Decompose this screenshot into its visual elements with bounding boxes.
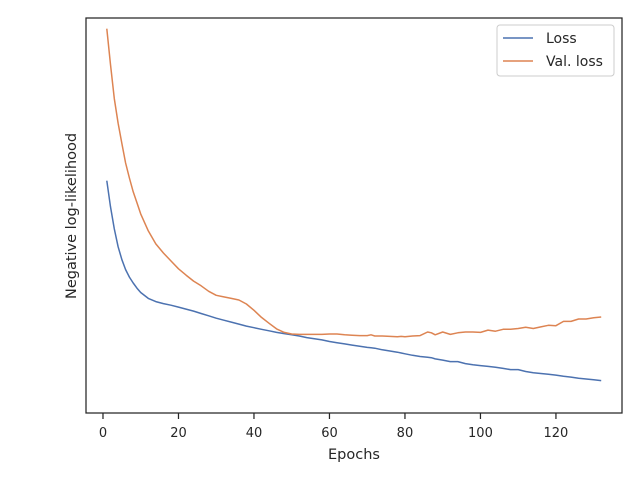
x-tick-label: 80 <box>397 426 414 441</box>
series-line-2 <box>106 28 602 338</box>
y-axis-label: Negative log-likelihood <box>64 133 80 299</box>
x-axis-label: Epochs <box>328 447 380 463</box>
x-tick-label: 20 <box>170 426 187 441</box>
x-tick-label: 40 <box>246 426 263 441</box>
x-tick-label: 60 <box>321 426 338 441</box>
x-tick-label: 120 <box>544 426 569 441</box>
x-axis-ticks: 0 20 40 60 80 100 120 <box>99 413 569 441</box>
legend-label: Val. loss <box>546 54 603 70</box>
plot-frame <box>85 17 623 414</box>
legend-label: Loss <box>546 31 577 47</box>
x-tick-label: 0 <box>99 426 107 441</box>
series-line-1 <box>106 180 602 382</box>
series-layer <box>106 28 602 382</box>
x-tick-label: 100 <box>468 426 493 441</box>
legend: Loss Val. loss <box>496 24 615 77</box>
plot-area <box>86 18 622 413</box>
